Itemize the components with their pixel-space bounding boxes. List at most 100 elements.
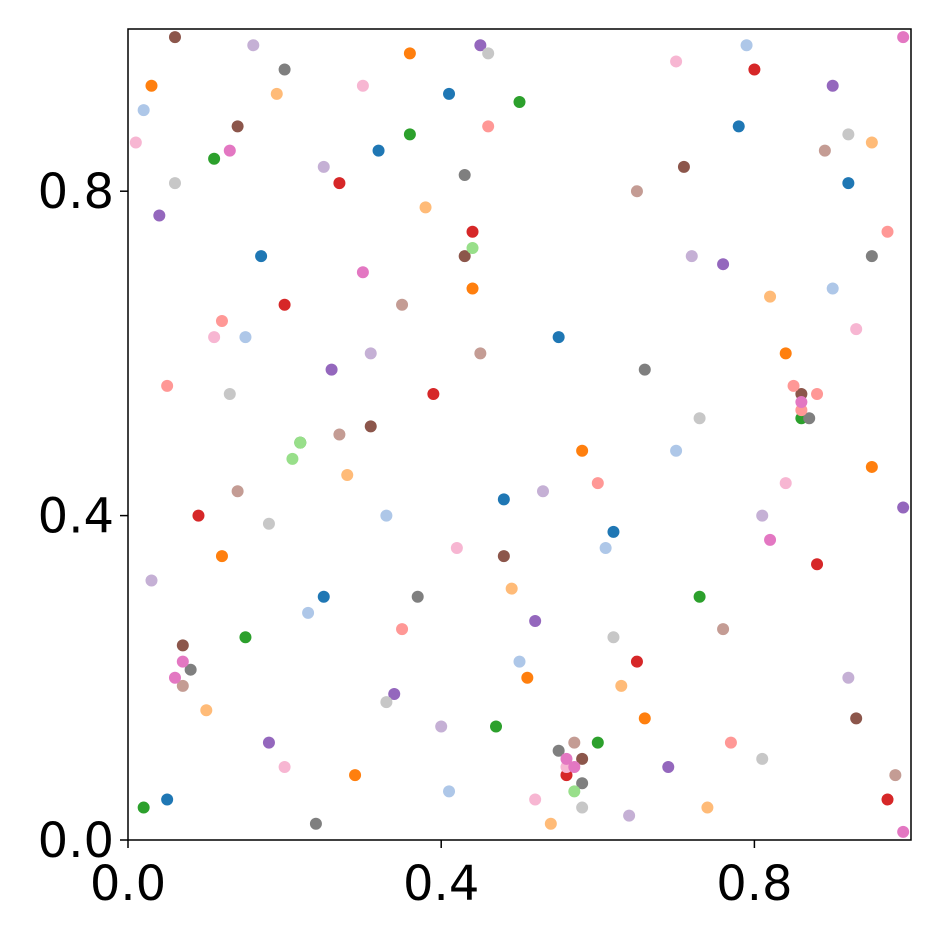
scatter-point <box>294 436 307 449</box>
scatter-point <box>396 298 409 311</box>
x-tick-label: 0.8 <box>716 856 792 912</box>
scatter-point <box>826 282 839 295</box>
scatter-point <box>897 31 910 44</box>
scatter-point <box>215 314 228 327</box>
scatter-point <box>356 79 369 92</box>
scatter-point <box>685 250 698 263</box>
scatter-point <box>842 671 855 684</box>
scatter-point <box>568 785 581 798</box>
scatter-point <box>482 120 495 133</box>
scatter-point <box>168 671 181 684</box>
scatter-point <box>521 671 534 684</box>
axes-frame <box>127 28 912 841</box>
scatter-point <box>850 712 863 725</box>
scatter-point <box>756 752 769 765</box>
scatter-point <box>466 282 479 295</box>
scatter-point <box>443 785 456 798</box>
scatter-point <box>145 79 158 92</box>
scatter-point <box>176 679 189 692</box>
scatter-point <box>474 39 487 52</box>
scatter-point <box>325 363 338 376</box>
scatter-point <box>662 761 675 774</box>
scatter-point <box>630 655 643 668</box>
scatter-point <box>262 736 275 749</box>
scatter-point <box>560 752 573 765</box>
scatter-point <box>544 817 557 830</box>
scatter-point <box>787 379 800 392</box>
scatter-point <box>145 574 158 587</box>
scatter-point <box>427 387 440 400</box>
scatter-point <box>748 63 761 76</box>
scatter-point <box>818 144 831 157</box>
scatter-point <box>513 95 526 108</box>
scatter-point <box>380 509 393 522</box>
scatter-point <box>168 31 181 44</box>
scatter-point <box>529 615 542 628</box>
scatter-point <box>443 87 456 100</box>
scatter-point <box>881 793 894 806</box>
scatter-point <box>638 363 651 376</box>
scatter-point <box>247 39 260 52</box>
x-tick-label: 0.0 <box>90 856 166 912</box>
scatter-point <box>396 623 409 636</box>
scatter-point <box>803 412 816 425</box>
scatter-point <box>779 347 792 360</box>
scatter-point <box>161 379 174 392</box>
scatter-point <box>380 696 393 709</box>
scatter-point <box>576 777 589 790</box>
scatter-point <box>333 177 346 190</box>
scatter-point <box>239 631 252 644</box>
scatter-point <box>333 428 346 441</box>
scatter-point <box>826 79 839 92</box>
y-tick-label: 0.0 <box>38 813 114 869</box>
scatter-point <box>795 396 808 409</box>
scatter-point <box>278 761 291 774</box>
scatter-point <box>450 542 463 555</box>
scatter-point <box>176 639 189 652</box>
scatter-point <box>317 590 330 603</box>
scatter-point <box>482 47 495 60</box>
scatter-point <box>208 331 221 344</box>
scatter-point <box>842 177 855 190</box>
scatter-point <box>309 817 322 830</box>
scatter-point <box>568 761 581 774</box>
scatter-point <box>670 55 683 68</box>
scatter-point <box>270 87 283 100</box>
scatter-point <box>576 752 589 765</box>
scatter-point <box>129 136 142 149</box>
scatter-point <box>623 809 636 822</box>
scatter-point <box>317 160 330 173</box>
scatter-point <box>591 477 604 490</box>
scatter-point <box>184 663 197 676</box>
scatter-point <box>435 720 448 733</box>
scatter-point <box>364 420 377 433</box>
scatter-point <box>341 469 354 482</box>
scatter-point <box>137 104 150 117</box>
scatter-point <box>576 801 589 814</box>
scatter-point <box>356 266 369 279</box>
y-tick-label: 0.4 <box>38 489 114 545</box>
scatter-point <box>842 128 855 141</box>
scatter-point <box>693 590 706 603</box>
scatter-point <box>630 185 643 198</box>
scatter-point <box>223 387 236 400</box>
scatter-point <box>881 225 894 238</box>
scatter-point <box>638 712 651 725</box>
scatter-point <box>717 258 730 271</box>
scatter-point <box>865 136 878 149</box>
scatter-point <box>474 347 487 360</box>
scatter-point <box>458 250 471 263</box>
scatter-point <box>458 168 471 181</box>
scatter-point <box>231 120 244 133</box>
scatter-point <box>568 736 581 749</box>
scatter-point <box>865 460 878 473</box>
scatter-point <box>262 517 275 530</box>
scatter-point <box>403 128 416 141</box>
scatter-point <box>756 509 769 522</box>
scatter-point <box>466 225 479 238</box>
scatter-point <box>239 331 252 344</box>
scatter-point <box>513 655 526 668</box>
scatter-point <box>591 736 604 749</box>
scatter-point <box>677 160 690 173</box>
scatter-point <box>599 542 612 555</box>
